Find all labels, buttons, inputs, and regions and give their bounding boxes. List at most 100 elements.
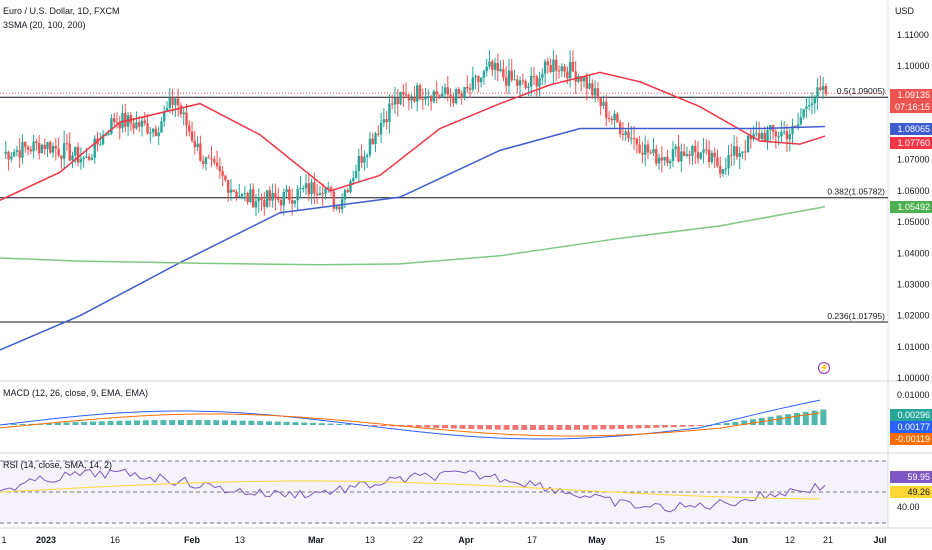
candle-body: [396, 97, 399, 105]
sma100-tag: 1.08065: [890, 123, 932, 135]
candle-body: [374, 133, 377, 145]
x-tick-label: 12: [785, 535, 795, 545]
candle-body: [799, 117, 803, 125]
candle-body: [427, 96, 430, 98]
macd-histogram-bar: [178, 420, 184, 425]
candle-body: [232, 189, 235, 192]
x-tick-label: Apr: [458, 535, 474, 545]
candle-body: [196, 143, 199, 148]
candle-body: [746, 135, 750, 153]
macd-histogram-bar: [486, 425, 492, 430]
candle-body: [749, 135, 753, 140]
candle-body: [649, 152, 652, 154]
macd-label[interactable]: MACD (12, 26, close, 9, EMA, EMA): [3, 388, 149, 398]
macd-histogram-bar: [697, 425, 704, 427]
candle-body: [157, 132, 160, 137]
candle-body: [808, 105, 811, 107]
candle-body: [360, 156, 363, 163]
current-price-tag: 1.09135: [890, 89, 932, 101]
candle-body: [621, 133, 625, 136]
macd-histogram-bar: [688, 425, 695, 427]
candle-body: [54, 146, 58, 149]
candle-body: [577, 76, 580, 82]
macd-histogram-bar: [151, 420, 158, 425]
candle-body: [285, 189, 288, 193]
candle-body: [199, 143, 202, 161]
macd-histogram-bar: [371, 425, 378, 426]
macd-histogram-bar: [618, 425, 624, 429]
candle-body: [149, 132, 152, 134]
candle-body: [404, 94, 408, 96]
candle-body: [518, 80, 522, 86]
fib-level-label: 0.236(1.01795): [827, 311, 885, 321]
candle-body: [182, 112, 185, 115]
candle-body: [271, 193, 274, 201]
countdown-tag: 07:16:15: [890, 101, 932, 113]
candle-body: [571, 61, 575, 72]
candle-body: [660, 157, 664, 161]
macd-histogram-bar: [679, 425, 686, 427]
candle-body: [755, 133, 758, 135]
candle-body: [146, 123, 149, 134]
macd-histogram-bar: [714, 424, 721, 425]
macd-y-tick: 0.01000: [897, 390, 930, 400]
candle-body: [87, 156, 91, 160]
macd-histogram-bar: [19, 424, 26, 425]
candle-body: [732, 146, 736, 156]
lightning-icon[interactable]: ⚡: [818, 362, 830, 374]
candle-body: [432, 91, 436, 102]
candle-body: [343, 189, 347, 200]
candle-body: [657, 157, 661, 164]
candle-body: [302, 188, 305, 190]
candle-body: [624, 131, 627, 136]
candle-body: [443, 87, 447, 94]
candle-body: [229, 189, 233, 193]
macd-histogram-bar: [521, 425, 528, 430]
x-tick-label: 13: [365, 535, 375, 545]
rsi-label[interactable]: RSI (14, close, SMA, 14, 2): [3, 460, 113, 470]
candle-body: [738, 153, 741, 157]
candle-body: [421, 98, 424, 100]
candle-body: [530, 75, 533, 87]
macd-histogram-bar: [591, 425, 598, 430]
x-tick-label: Mar: [308, 535, 325, 545]
sma-indicator-label[interactable]: 3SMA (20, 100, 200): [3, 20, 86, 30]
candle-body: [163, 111, 166, 122]
candle-body: [780, 131, 783, 137]
macd-signal-line: [0, 412, 821, 437]
candle-body: [468, 88, 472, 90]
macd-histogram-bar: [767, 416, 774, 425]
candle-body: [763, 132, 766, 142]
candle-body: [249, 189, 252, 203]
candle-body: [646, 144, 650, 153]
candle-body: [254, 201, 258, 208]
macd-histogram-bar: [186, 420, 193, 425]
candle-body: [454, 89, 458, 104]
candle-body: [407, 94, 411, 101]
candle-body: [555, 59, 558, 71]
candle-body: [474, 76, 477, 78]
candle-body: [235, 191, 238, 198]
candle-body: [221, 171, 224, 176]
candle-body: [90, 157, 94, 160]
candle-body: [821, 86, 825, 90]
candle-body: [40, 144, 44, 154]
candle-body: [99, 144, 102, 146]
candle-body: [560, 66, 563, 72]
x-tick-label: 1: [1, 535, 6, 545]
candle-body: [682, 151, 686, 156]
candle-body: [35, 141, 38, 144]
candle-body: [12, 152, 16, 157]
candle-body: [593, 88, 597, 96]
candle-body: [32, 141, 35, 152]
sma200-line: [0, 206, 826, 266]
candle-body: [257, 197, 260, 202]
candle-body: [471, 77, 475, 90]
macd-histogram-bar: [750, 419, 756, 425]
candle-body: [482, 71, 486, 78]
candle-body: [727, 155, 730, 169]
candle-body: [310, 182, 313, 195]
candle-body: [318, 193, 322, 196]
candle-body: [721, 169, 725, 174]
